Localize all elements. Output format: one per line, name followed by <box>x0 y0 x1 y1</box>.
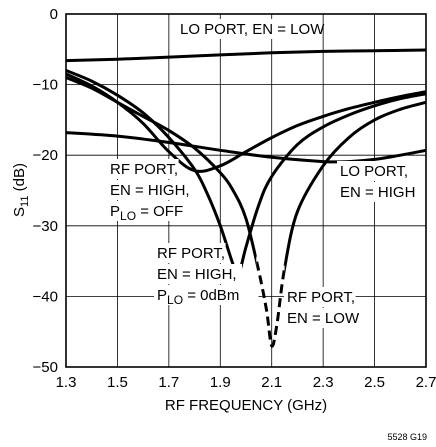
annotation-backdrop <box>107 180 195 200</box>
annotation-line: LO PORT, EN = LOW <box>180 21 325 38</box>
annotation-backdrop <box>337 182 417 202</box>
x-tick-label: 1.9 <box>210 374 231 391</box>
annotation-backdrop <box>177 19 323 39</box>
y-axis-title-sub: 11 <box>19 196 31 207</box>
series-4-line-dashed <box>256 253 285 348</box>
annotation-line: RF PORT, <box>110 161 178 178</box>
x-tick-label: 1.3 <box>56 374 77 391</box>
annotation-backdrop <box>154 264 242 284</box>
annotation-line: RF PORT, <box>157 245 225 262</box>
y-tick-label: −40 <box>33 288 58 305</box>
annotation-backdrop <box>337 161 409 181</box>
annotation-line: EN = HIGH, <box>157 266 237 283</box>
y-tick-label: 0 <box>50 6 58 23</box>
annotation-backdrop <box>154 243 226 263</box>
annotation-line: EN = LOW <box>287 310 360 327</box>
annotation-backdrop <box>154 285 259 305</box>
x-tick-label: 2.1 <box>261 374 282 391</box>
annotation-line: PLO = 0dBm <box>157 287 239 307</box>
x-tick-label: 2.7 <box>416 374 436 391</box>
annotation-backdrop <box>284 308 356 328</box>
figure-id: 5528 G19 <box>387 432 427 442</box>
annotation-line: LO PORT, <box>340 163 408 180</box>
y-tick-label: −30 <box>33 218 58 235</box>
annotation-line: EN = HIGH <box>340 184 415 201</box>
y-tick-label: −50 <box>33 359 58 376</box>
x-tick-labels: 1.3 1.5 1.7 1.9 2.1 2.3 2.5 2.7 <box>56 374 436 391</box>
y-tick-labels: 0 −10 −20 −30 −40 −50 <box>33 6 58 376</box>
annotation-line: PLO = OFF <box>110 203 183 223</box>
y-axis-title-main: S <box>11 207 28 217</box>
x-tick-label: 2.3 <box>313 374 334 391</box>
annotation-backdrop <box>107 159 179 179</box>
annotation-backdrop <box>284 287 356 307</box>
x-tick-label: 1.7 <box>158 374 179 391</box>
series-1-line <box>66 48 426 63</box>
y-axis-title: S11 (dB) <box>11 163 31 217</box>
x-tick-label: 2.5 <box>364 374 385 391</box>
plot-frame <box>65 13 427 368</box>
annotation-line: RF PORT, <box>287 289 355 306</box>
annotations: LO PORT, EN = LOW RF PORT, EN = HIGH, PLO =… <box>107 19 417 328</box>
annotation-backdrop <box>107 201 204 221</box>
y-tick-label: −10 <box>33 77 58 94</box>
annotation-line: EN = HIGH, <box>110 182 190 199</box>
x-tick-label: 1.5 <box>107 374 128 391</box>
x-axis-title: RF FREQUENCY (GHz) <box>165 397 327 414</box>
series-5-line <box>66 131 426 164</box>
y-axis-title-unit: (dB) <box>11 163 28 196</box>
y-tick-label: −20 <box>33 147 58 164</box>
